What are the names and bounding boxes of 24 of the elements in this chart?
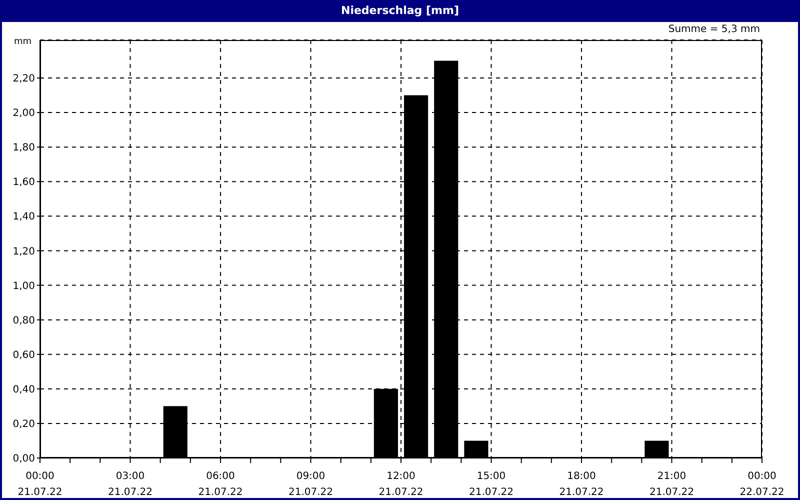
- x-tick-label: 09:00 21.07.22: [288, 471, 334, 498]
- x-tick-label: 12:00 21.07.22: [378, 471, 424, 498]
- y-tick-label: 1,40: [12, 212, 35, 223]
- y-tick-label: 2,00: [12, 108, 35, 120]
- x-tick-label: 03:00 21.07.22: [108, 471, 153, 498]
- y-tick-label: 1,60: [12, 177, 35, 188]
- x-tick-label: 00:00 21.07.22: [18, 471, 62, 498]
- y-tick-label: 1,80: [12, 142, 35, 154]
- y-tick-label: 0,60: [12, 350, 35, 361]
- y-axis-title: mm: [14, 37, 32, 47]
- y-tick-label: 0,40: [12, 384, 35, 396]
- text: Summe = 5,3 mm: [668, 24, 760, 35]
- y-tick-label: 0,80: [12, 315, 35, 326]
- x-tick-label: 00:00 22.07.22: [740, 471, 784, 498]
- chart-title: Niederschlag [mm]: [2, 2, 798, 22]
- y-tick-label: 0,20: [12, 419, 35, 430]
- y-tick-label: 0,00: [12, 454, 35, 465]
- y-tick-label: 1,00: [12, 280, 35, 292]
- x-tick-label: 15:00 21.07.22: [468, 471, 514, 498]
- x-tick-label: 21:00 21.07.22: [649, 471, 694, 498]
- y-tick-label: 2,20: [12, 74, 35, 85]
- x-tick-label: 18:00 21.07.22: [559, 471, 604, 498]
- y-tick-label: 1,20: [12, 246, 35, 258]
- x-tick-label: 06:00 21.07.22: [198, 471, 243, 498]
